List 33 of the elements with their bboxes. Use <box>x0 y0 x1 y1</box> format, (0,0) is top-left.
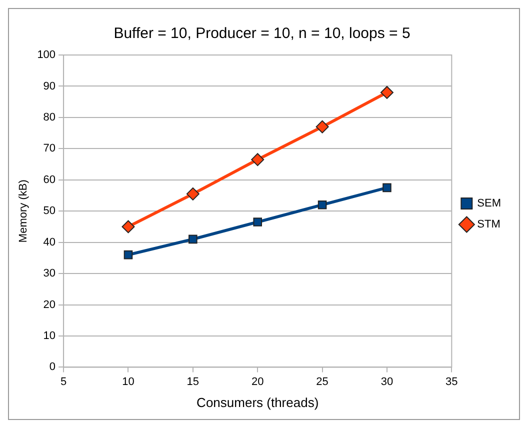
point <box>253 218 262 226</box>
x-tick-label: 25 <box>316 376 328 388</box>
point <box>122 220 135 234</box>
chart-title: Buffer = 10, Producer = 10, n = 10, loops = 5 <box>114 25 410 42</box>
x-tick-label: 15 <box>186 376 200 388</box>
x-tick-label: 5 <box>60 376 67 388</box>
x-tick-label: 20 <box>251 376 264 388</box>
y-tick-label: 60 <box>43 174 56 186</box>
point <box>124 250 133 260</box>
point <box>316 120 329 134</box>
point <box>186 187 200 200</box>
point <box>382 183 392 192</box>
x-tick-label: 30 <box>380 376 394 388</box>
point <box>318 200 327 210</box>
point <box>380 86 394 99</box>
x-tick-label: 10 <box>122 376 134 388</box>
y-tick-label: 70 <box>43 142 56 155</box>
point <box>251 153 264 166</box>
y-tick-label: 30 <box>43 268 56 280</box>
y-axis-title: Memory (kB) <box>18 180 30 243</box>
x-axis-title: Consumers (threads) <box>196 394 319 410</box>
y-tick-label: 100 <box>37 49 56 62</box>
x-tick-label: 35 <box>446 376 458 388</box>
legend-label: SEM <box>477 198 502 210</box>
legend-label: STM <box>477 218 500 231</box>
point <box>188 234 198 244</box>
y-tick-label: 0 <box>49 361 56 374</box>
y-tick-label: 90 <box>43 80 56 92</box>
y-tick-label: 40 <box>43 236 56 248</box>
y-tick-label: 50 <box>43 205 56 218</box>
y-tick-label: 20 <box>43 298 56 311</box>
y-tick-label: 10 <box>43 330 56 342</box>
y-tick-label: 80 <box>43 111 56 124</box>
